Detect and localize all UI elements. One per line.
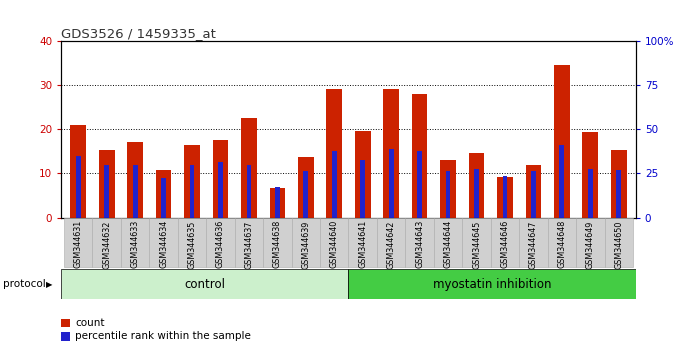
Bar (583, 132, 598, 218)
Bar (133, 165, 137, 218)
Text: GSM344648: GSM344648 (558, 220, 566, 268)
Bar (298, 156, 313, 218)
Bar (560, 145, 564, 218)
Text: GSM344650: GSM344650 (614, 220, 624, 269)
Bar (213, 140, 228, 218)
Text: GSM344647: GSM344647 (529, 220, 538, 269)
FancyBboxPatch shape (462, 218, 491, 267)
Text: GSM344635: GSM344635 (188, 220, 197, 269)
Text: GDS3526 / 1459335_at: GDS3526 / 1459335_at (61, 27, 216, 40)
FancyBboxPatch shape (320, 218, 348, 267)
Bar (99, 150, 114, 218)
Bar (384, 88, 399, 218)
Bar (332, 152, 337, 218)
Bar (269, 188, 285, 218)
FancyBboxPatch shape (348, 218, 377, 267)
Bar (184, 145, 200, 218)
FancyBboxPatch shape (377, 218, 405, 267)
Text: GSM344644: GSM344644 (443, 220, 453, 268)
Bar (218, 162, 223, 218)
Bar (554, 65, 570, 218)
Text: count: count (75, 318, 105, 328)
Bar (611, 150, 626, 218)
Text: GSM344640: GSM344640 (330, 220, 339, 268)
Text: GSM344642: GSM344642 (387, 220, 396, 269)
Text: percentile rank within the sample: percentile rank within the sample (75, 331, 252, 341)
Text: GSM344637: GSM344637 (244, 220, 254, 269)
Text: GSM344638: GSM344638 (273, 220, 282, 268)
Text: myostatin inhibition: myostatin inhibition (433, 278, 551, 291)
Text: protocol: protocol (3, 279, 46, 289)
Text: GSM344641: GSM344641 (358, 220, 367, 268)
FancyBboxPatch shape (121, 218, 150, 267)
FancyBboxPatch shape (434, 218, 462, 267)
FancyBboxPatch shape (92, 218, 121, 267)
Bar (526, 166, 541, 218)
Text: GSM344636: GSM344636 (216, 220, 225, 268)
FancyBboxPatch shape (576, 218, 605, 267)
FancyBboxPatch shape (206, 218, 235, 267)
Bar (412, 94, 428, 218)
Bar (190, 165, 194, 218)
Bar (588, 169, 593, 218)
Bar (355, 131, 371, 218)
FancyBboxPatch shape (178, 218, 206, 267)
Bar (418, 152, 422, 218)
FancyBboxPatch shape (61, 269, 348, 299)
FancyBboxPatch shape (235, 218, 263, 267)
Bar (127, 143, 143, 218)
FancyBboxPatch shape (547, 218, 576, 267)
FancyBboxPatch shape (491, 218, 519, 267)
Text: GSM344639: GSM344639 (301, 220, 310, 269)
Bar (616, 170, 621, 218)
Bar (71, 125, 86, 218)
Bar (303, 171, 308, 218)
Text: GSM344631: GSM344631 (73, 220, 83, 268)
Text: GSM344632: GSM344632 (102, 220, 112, 269)
Bar (247, 165, 252, 218)
Text: GSM344633: GSM344633 (131, 220, 139, 268)
Text: GSM344646: GSM344646 (500, 220, 509, 268)
Bar (326, 89, 342, 218)
Text: GSM344649: GSM344649 (585, 220, 595, 269)
Bar (156, 170, 171, 218)
FancyBboxPatch shape (292, 218, 320, 267)
Bar (503, 176, 507, 218)
Bar (104, 165, 109, 218)
FancyBboxPatch shape (605, 218, 633, 267)
Text: GSM344643: GSM344643 (415, 220, 424, 268)
Bar (275, 187, 279, 218)
Bar (445, 171, 450, 218)
Bar (76, 156, 81, 218)
Text: GSM344645: GSM344645 (472, 220, 481, 269)
Text: control: control (184, 278, 225, 291)
FancyBboxPatch shape (348, 269, 636, 299)
Bar (497, 177, 513, 218)
FancyBboxPatch shape (263, 218, 292, 267)
FancyBboxPatch shape (150, 218, 178, 267)
Bar (440, 160, 456, 218)
Bar (389, 149, 394, 218)
Bar (360, 160, 365, 218)
FancyBboxPatch shape (405, 218, 434, 267)
FancyBboxPatch shape (519, 218, 547, 267)
FancyBboxPatch shape (64, 218, 92, 267)
Text: ▶: ▶ (46, 280, 53, 289)
Bar (474, 169, 479, 218)
Bar (469, 153, 484, 218)
Bar (531, 171, 536, 218)
Bar (161, 178, 166, 218)
Bar (241, 118, 257, 218)
Text: GSM344634: GSM344634 (159, 220, 168, 268)
